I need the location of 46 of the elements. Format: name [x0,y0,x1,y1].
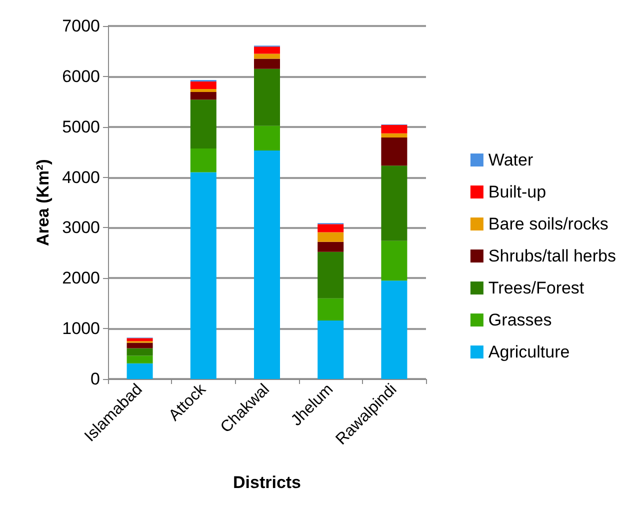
bar [381,280,408,379]
bar [318,320,344,379]
y-tick-label: 2000 [62,268,100,288]
legend-label: Shrubs/tall herbs [488,246,616,266]
legend-label: Agriculture [488,342,570,362]
bar [318,252,344,298]
bar [190,100,216,149]
bar [254,46,280,54]
legend-label: Bare soils/rocks [488,214,608,234]
bar [254,54,280,59]
bar [126,348,153,356]
bar [381,133,408,138]
bar [381,137,408,166]
bar [126,356,153,364]
bar [318,298,344,321]
bar [318,242,344,252]
bar [381,240,408,281]
y-tick-label: 1000 [62,319,100,338]
y-tick-label: 0 [90,370,100,388]
bar [318,232,344,242]
legend-label: Water [488,150,534,170]
y-tick-label: 7000 [62,16,100,36]
bar [126,342,153,348]
legend-label: Built-up [488,182,546,202]
x-axis-title: Districts [232,473,302,492]
bar [190,81,216,90]
bar [254,126,280,151]
bar [126,363,153,379]
legend-label: Grasses [488,310,552,330]
bar [190,172,216,379]
bar [381,166,408,241]
bar [190,92,216,100]
bar [254,150,280,379]
legend-label: Trees/Forest [488,278,584,298]
bar [254,68,280,126]
y-axis-title: Area (Km²) [33,159,52,246]
bar [190,89,216,92]
bar [126,338,153,342]
bar [318,224,344,232]
y-tick-label: 5000 [62,117,100,136]
y-tick-label: 3000 [62,218,100,238]
y-tick-label: 6000 [62,66,100,86]
bar [254,58,280,69]
bar [381,124,408,134]
y-tick-label: 4000 [62,168,100,187]
bar [190,148,216,172]
